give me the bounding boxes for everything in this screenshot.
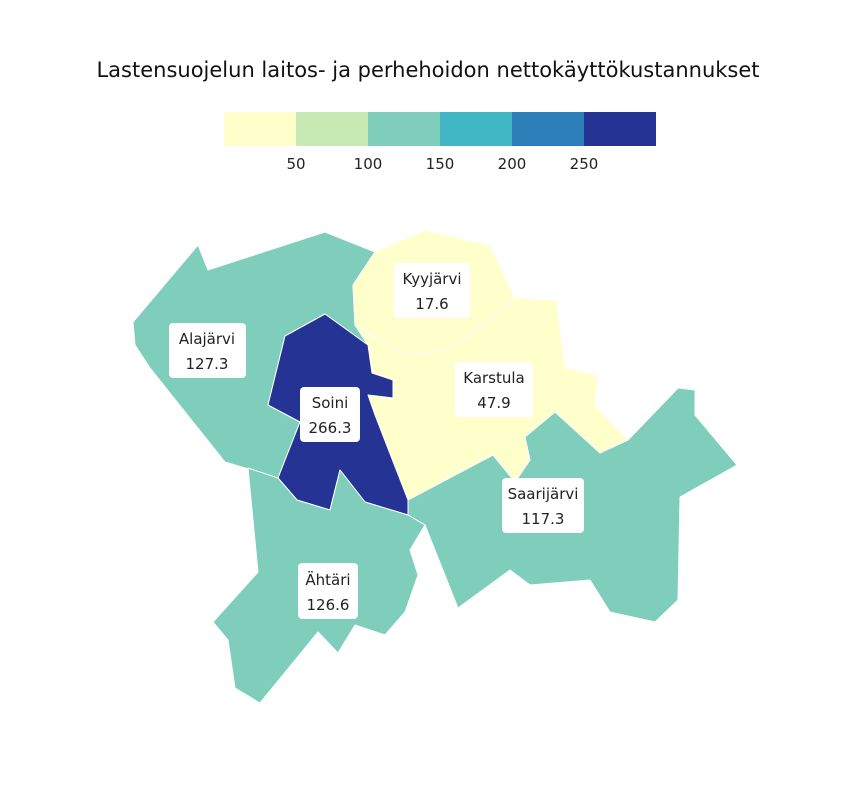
label-name-soini: Soini (312, 394, 349, 412)
legend-bin-2 (296, 112, 368, 146)
color-legend: 50 100 150 200 250 (224, 112, 656, 173)
label-name-ahtari: Ähtäri (305, 570, 350, 589)
label-value-alajarvi: 127.3 (186, 355, 229, 373)
legend-bin-3 (368, 112, 440, 146)
legend-tick-150: 150 (426, 155, 455, 173)
legend-bin-1 (224, 112, 296, 146)
legend-tick-200: 200 (498, 155, 527, 173)
label-soini: Soini 266.3 (300, 387, 360, 442)
legend-bin-6 (584, 112, 656, 146)
label-value-ahtari: 126.6 (307, 596, 350, 614)
label-name-karstula: Karstula (463, 369, 525, 387)
legend-tick-50: 50 (286, 155, 305, 173)
legend-bin-4 (440, 112, 512, 146)
label-box-alajarvi (169, 323, 246, 378)
label-box-kyyjarvi (394, 263, 470, 318)
legend-tick-250: 250 (570, 155, 599, 173)
legend-tick-100: 100 (354, 155, 383, 173)
legend-bin-5 (512, 112, 584, 146)
region-labels: Alajärvi 127.3 Soini 266.3 Kyyjärvi 17.6… (169, 263, 584, 619)
label-name-saarijarvi: Saarijärvi (508, 485, 579, 503)
map-title: Lastensuojelun laitos- ja perhehoidon ne… (96, 58, 759, 82)
label-box-soini (300, 387, 360, 442)
label-box-saarijarvi (502, 478, 584, 533)
label-kyyjarvi: Kyyjärvi 17.6 (394, 263, 470, 318)
label-value-karstula: 47.9 (477, 394, 510, 412)
label-name-kyyjarvi: Kyyjärvi (402, 270, 461, 288)
label-name-alajarvi: Alajärvi (179, 330, 235, 348)
label-ahtari: Ähtäri 126.6 (298, 563, 358, 619)
label-value-soini: 266.3 (309, 419, 352, 437)
label-value-saarijarvi: 117.3 (522, 510, 565, 528)
label-box-ahtari (298, 563, 358, 619)
label-saarijarvi: Saarijärvi 117.3 (502, 478, 584, 533)
label-karstula: Karstula 47.9 (455, 362, 533, 417)
label-box-karstula (455, 362, 533, 417)
label-alajarvi: Alajärvi 127.3 (169, 323, 246, 378)
label-value-kyyjarvi: 17.6 (415, 295, 448, 313)
